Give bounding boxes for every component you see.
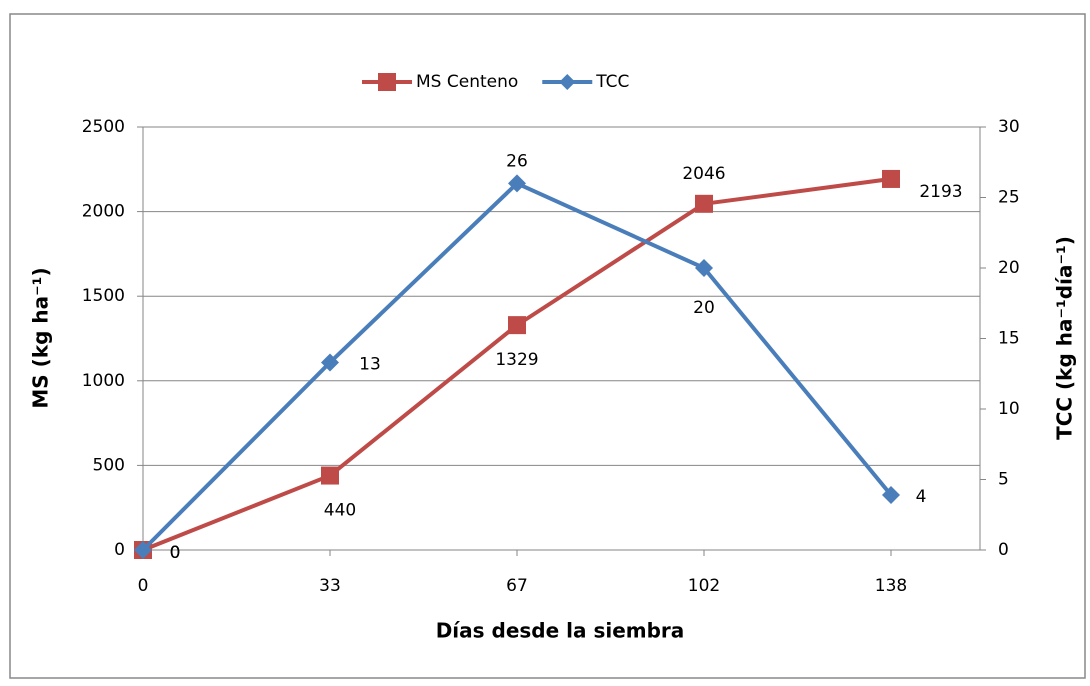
legend-label: TCC	[595, 72, 629, 92]
marker	[882, 169, 900, 188]
x-tick-label: 67	[506, 576, 528, 596]
data-label: 0	[170, 543, 181, 563]
marker	[508, 174, 526, 193]
y2-tick-label: 30	[998, 117, 1020, 137]
marker	[695, 194, 713, 213]
y-tick-label: 2500	[82, 117, 125, 137]
x-tick-label: 138	[875, 576, 907, 596]
x-tick-label: 33	[319, 576, 341, 596]
y2-tick-label: 0	[998, 540, 1009, 560]
marker	[508, 316, 526, 335]
legend-marker	[559, 74, 576, 90]
marker	[321, 353, 339, 372]
x-tick-label: 102	[688, 576, 720, 596]
data-label: 440	[324, 501, 356, 521]
y-tick-label: 1000	[82, 371, 125, 391]
legend-label: MS Centeno	[416, 72, 518, 92]
x-axis-title: Días desde la siembra	[436, 619, 685, 643]
y2-tick-label: 15	[998, 329, 1020, 349]
data-label: 2193	[919, 182, 962, 202]
y2-tick-label: 25	[998, 188, 1020, 208]
data-label: 2046	[682, 164, 725, 184]
data-label: 0	[170, 543, 181, 563]
data-label: 20	[693, 298, 715, 318]
marker	[695, 259, 713, 277]
y-axis-title: MS (kg ha⁻¹)	[29, 267, 53, 408]
data-label: 1329	[495, 350, 538, 370]
y2-tick-label: 20	[998, 258, 1020, 278]
chart-frame	[9, 13, 1086, 679]
y-tick-label: 2000	[82, 202, 125, 222]
y-tick-label: 500	[93, 455, 125, 475]
y-tick-label: 0	[114, 540, 125, 560]
y2-axis-title: TCC (kg ha⁻¹día⁻¹)	[1053, 236, 1077, 440]
marker	[882, 486, 900, 505]
y2-tick-label: 10	[998, 399, 1020, 419]
data-label: 26	[506, 151, 528, 171]
y-tick-label: 1500	[82, 286, 125, 306]
marker	[134, 541, 152, 559]
x-tick-label: 0	[138, 576, 149, 596]
data-label: 13	[359, 354, 381, 374]
data-label: 4	[916, 487, 927, 507]
legend-marker	[378, 73, 396, 91]
y2-tick-label: 5	[998, 470, 1009, 490]
marker	[321, 466, 339, 485]
